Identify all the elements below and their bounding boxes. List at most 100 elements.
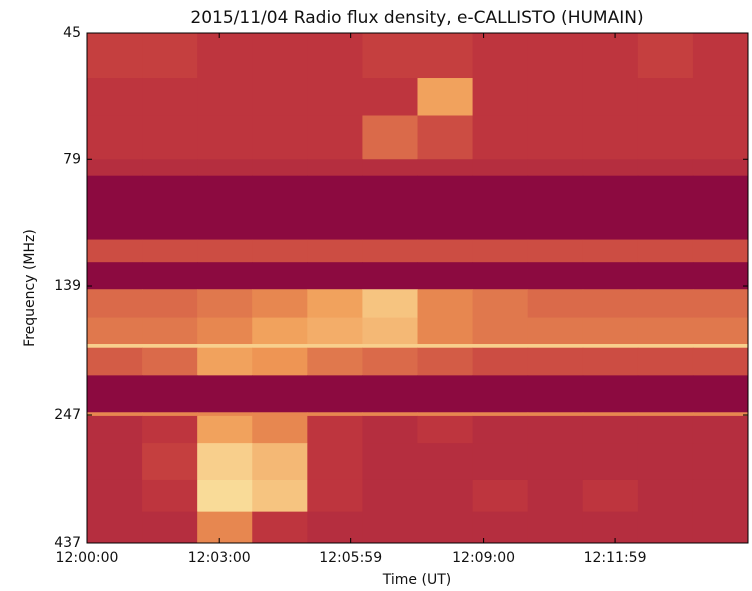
heatmap-cell [582,479,639,513]
heatmap-cell [472,289,529,319]
heatmap-cell [362,443,418,481]
heatmap-cell [417,317,474,345]
heatmap-cell [307,479,363,513]
heatmap-cell [417,443,474,481]
heatmap-cell [582,344,639,349]
heatmap-cell [362,412,418,417]
heatmap-cell [692,479,749,513]
heatmap-cell [362,175,418,241]
heatmap-cell [252,239,308,263]
heatmap-cell [527,239,584,263]
heatmap-cell [307,78,363,116]
heatmap-cell [417,412,474,417]
heatmap-cell [692,375,749,413]
heatmap-cell [527,375,584,413]
heatmap-cell [87,375,143,413]
heatmap-cell [142,347,198,376]
heatmap-cell [142,415,198,444]
y-tick-label: 247 [54,407,81,423]
heatmap-cell [307,262,363,290]
heatmap-cell [692,115,749,160]
heatmap-cell [692,412,749,417]
heatmap-cell [582,262,639,290]
heatmap-cell [417,344,474,349]
heatmap-cell [87,289,143,319]
heatmap-cell [142,511,198,544]
heatmap-cell [637,375,694,413]
heatmap-cell [362,115,418,160]
heatmap-cell [142,175,198,241]
heatmap-cell [87,344,143,349]
heatmap-cell [582,33,639,79]
heatmap-cell [692,347,749,376]
heatmap-cell [637,415,694,444]
heatmap-cell [527,78,584,116]
heatmap-cell [142,344,198,349]
heatmap-cell [307,33,363,79]
heatmap-cell [527,344,584,349]
heatmap-cell [252,78,308,116]
heatmap-cell [362,375,418,413]
heatmap-cell [527,511,584,544]
heatmap-cell [142,412,198,417]
heatmap-cell [87,115,143,160]
heatmap-cell [527,115,584,160]
heatmap-cell [637,289,694,319]
heatmap-cell [362,511,418,544]
heatmap-cell [87,159,143,177]
heatmap-cell [142,239,198,263]
heatmap-cell [417,115,474,160]
heatmap-cell [472,78,529,116]
heatmap-cell [472,239,529,263]
heatmap-cell [417,415,474,444]
heatmap-cell [307,115,363,160]
heatmap-cell [637,239,694,263]
heatmap-cell [692,415,749,444]
heatmap-cell [417,479,474,513]
heatmap-cell [637,443,694,481]
heatmap-cell [307,443,363,481]
heatmap-cell [362,262,418,290]
heatmap-cell [197,375,253,413]
heatmap-cell [362,239,418,263]
heatmap-cell [142,443,198,481]
heatmap-cell [252,33,308,79]
heatmap-cell [582,347,639,376]
heatmap-cell [87,511,143,544]
heatmap-cell [472,443,529,481]
heatmap-cell [637,317,694,345]
heatmap-cell [692,317,749,345]
heatmap-cell [197,317,253,345]
heatmap-cell [582,412,639,417]
heatmap-cell [197,344,253,349]
heatmap-cell [472,415,529,444]
heatmap-cell [527,412,584,417]
heatmap-cell [472,412,529,417]
heatmap-cell [417,78,474,116]
heatmap-cell [307,317,363,345]
heatmap-cell [252,262,308,290]
x-tick-label: 12:11:59 [584,550,647,566]
heatmap-cell [252,479,308,513]
y-axis-label: Frequency (MHz) [22,229,38,347]
heatmap-cell [692,175,749,241]
heatmap-cell [527,443,584,481]
heatmap-cell [637,78,694,116]
heatmap-cell [87,347,143,376]
heatmap-cell [472,347,529,376]
heatmap-cell [472,479,529,513]
heatmap-cell [197,33,253,79]
heatmap-cell [362,33,418,79]
heatmap-cell [362,289,418,319]
x-tick-label: 12:05:59 [319,550,382,566]
heatmap-cell [307,412,363,417]
heatmap-cell [252,412,308,417]
heatmap-cell [142,78,198,116]
heatmap-cell [692,159,749,177]
heatmap-cell [582,159,639,177]
heatmap-cell [252,175,308,241]
heatmap-cell [417,262,474,290]
heatmap-cell [197,175,253,241]
heatmap-cell [87,33,143,79]
heatmap-cell [197,415,253,444]
